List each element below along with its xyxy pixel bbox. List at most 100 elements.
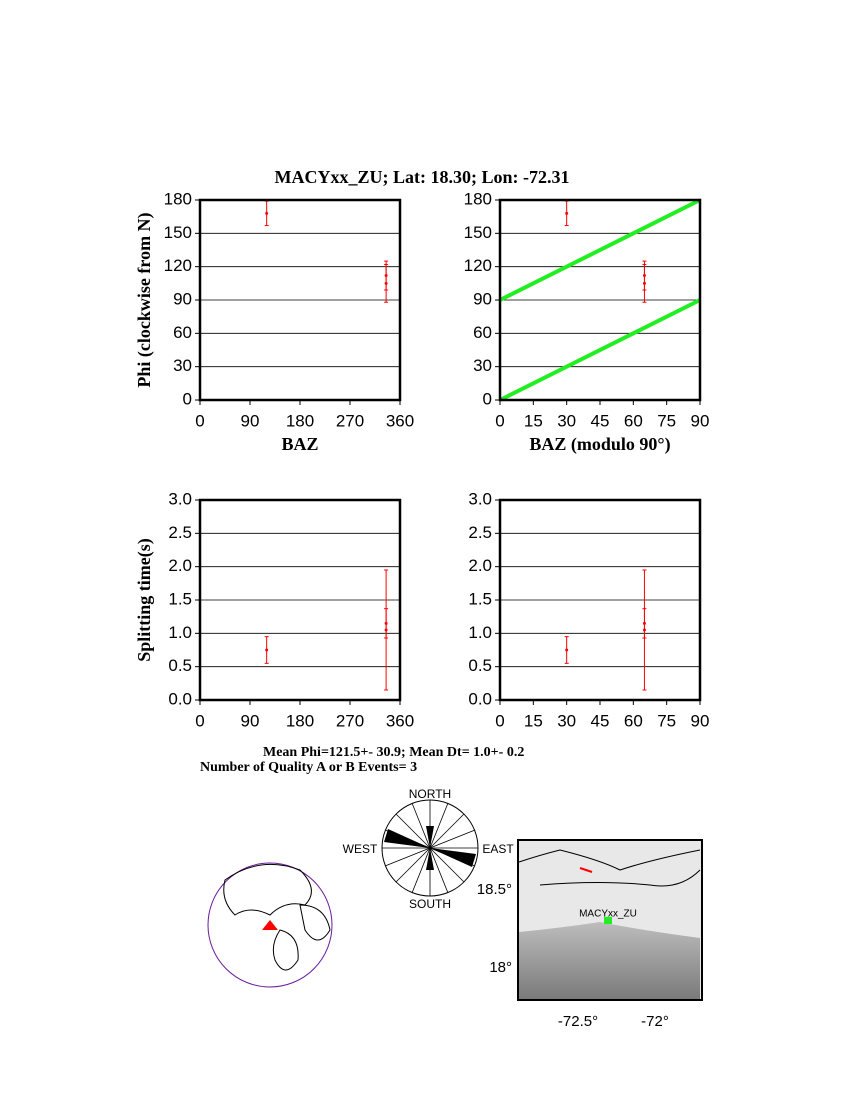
rose-label: NORTH — [409, 787, 451, 801]
x-tick-label: 90 — [691, 411, 710, 430]
y-tick-label: 150 — [464, 223, 492, 242]
x-tick-label: 90 — [691, 711, 710, 730]
map-coast — [518, 849, 701, 887]
summary: Mean Phi=121.5+- 30.9; Mean Dt= 1.0+- 0.… — [263, 745, 524, 760]
fast-axis-line — [499, 298, 701, 402]
map-sea — [519, 922, 700, 999]
y-tick-label: 0.5 — [168, 656, 192, 675]
y-tick-label: 120 — [464, 256, 492, 275]
y-tick-label: 1.0 — [468, 623, 492, 642]
data-point — [642, 628, 646, 632]
y-tick-label: 180 — [464, 189, 492, 208]
globe — [207, 862, 333, 988]
data-point — [384, 281, 388, 285]
rose-petals — [384, 826, 476, 870]
station-marker — [604, 917, 612, 924]
data-point — [565, 211, 569, 215]
y-tick-label: 2.0 — [468, 556, 492, 575]
station-marker — [262, 920, 278, 930]
x-axis-label: BAZ (modulo 90°) — [529, 434, 670, 455]
y-axis-label: Phi (clockwise from N) — [134, 212, 155, 387]
x-tick-label: 270 — [336, 711, 364, 730]
error-bar — [564, 200, 569, 227]
y-tick-label: 0 — [483, 389, 492, 408]
y-tick-label: 0.0 — [468, 689, 492, 708]
y-tick-label: 3.0 — [168, 489, 192, 508]
x-tick-label: 15 — [524, 411, 543, 430]
y-tick-label: 0 — [183, 389, 192, 408]
plot-frame — [498, 198, 702, 402]
error-bar — [384, 569, 389, 691]
x-tick-label: 180 — [286, 411, 314, 430]
plot-frame — [498, 498, 702, 702]
x-tick-label: 360 — [386, 711, 414, 730]
x-tick-label: 60 — [624, 711, 643, 730]
y-tick-label: 180 — [164, 189, 192, 208]
y-tick-label: 1.5 — [468, 589, 492, 608]
x-tick-label: 90 — [241, 411, 260, 430]
x-tick-label: 15 — [524, 711, 543, 730]
y-tick-label: 60 — [473, 323, 492, 342]
map: MACYxx_ZU 18.5° 18° -72.5° -72° — [477, 839, 703, 1030]
lon-label: -72° — [641, 1013, 669, 1030]
x-tick-label: 30 — [557, 711, 576, 730]
lat-label: 18° — [489, 959, 512, 976]
error-bar — [642, 263, 647, 303]
y-tick-label: 0.0 — [168, 689, 192, 708]
y-tick-label: 3.0 — [468, 489, 492, 508]
x-tick-label: 45 — [591, 411, 610, 430]
y-tick-label: 120 — [164, 256, 192, 275]
y-tick-label: 150 — [164, 223, 192, 242]
rose-label: WEST — [343, 842, 378, 856]
plot-frame — [198, 498, 402, 702]
y-tick-label: 2.5 — [168, 523, 192, 542]
error-bar — [642, 569, 647, 691]
x-tick-label: 30 — [557, 411, 576, 430]
y-tick-label: 90 — [473, 289, 492, 308]
y-tick-label: 2.5 — [468, 523, 492, 542]
error-bar — [564, 636, 569, 664]
x-tick-label: 60 — [624, 411, 643, 430]
y-tick-label: 60 — [173, 323, 192, 342]
x-tick-label: 180 — [286, 711, 314, 730]
data-point — [265, 648, 269, 652]
y-tick-label: 2.0 — [168, 556, 192, 575]
fast-axis-line — [499, 198, 701, 302]
y-tick-label: 0.5 — [468, 656, 492, 675]
y-tick-label: 1.0 — [168, 623, 192, 642]
x-tick-label: 90 — [241, 711, 260, 730]
summary: Number of Quality A or B Events= 3 — [200, 760, 417, 775]
rose-label: EAST — [482, 842, 514, 856]
x-tick-label: 360 — [386, 411, 414, 430]
x-tick-label: 75 — [657, 411, 676, 430]
error-bar — [384, 263, 389, 303]
title: MACYxx_ZU; Lat: 18.30; Lon: -72.31 — [275, 167, 570, 187]
rose-label: SOUTH — [409, 897, 451, 911]
globe-outline — [207, 862, 333, 988]
split-stick — [579, 867, 593, 873]
globe-land — [223, 863, 331, 971]
plot-frame — [198, 198, 402, 402]
data-point — [565, 648, 569, 652]
x-tick-label: 75 — [657, 711, 676, 730]
rose-diagram: NORTH WEST EAST SOUTH — [343, 787, 515, 911]
x-tick-label: 0 — [195, 411, 204, 430]
data-point — [384, 628, 388, 632]
rose-spokes — [382, 800, 478, 896]
error-bar — [264, 636, 269, 664]
lat-label: 18.5° — [477, 881, 512, 898]
x-tick-label: 0 — [495, 711, 504, 730]
data-point — [265, 211, 269, 215]
y-axis-label: Splitting time(s) — [134, 538, 155, 662]
x-tick-label: 45 — [591, 711, 610, 730]
y-tick-label: 30 — [473, 356, 492, 375]
y-tick-label: 90 — [173, 289, 192, 308]
x-tick-label: 0 — [495, 411, 504, 430]
x-tick-label: 0 — [195, 711, 204, 730]
y-tick-label: 30 — [173, 356, 192, 375]
x-tick-label: 270 — [336, 411, 364, 430]
data-point — [642, 281, 646, 285]
y-tick-label: 1.5 — [168, 589, 192, 608]
lon-label: -72.5° — [558, 1013, 598, 1030]
